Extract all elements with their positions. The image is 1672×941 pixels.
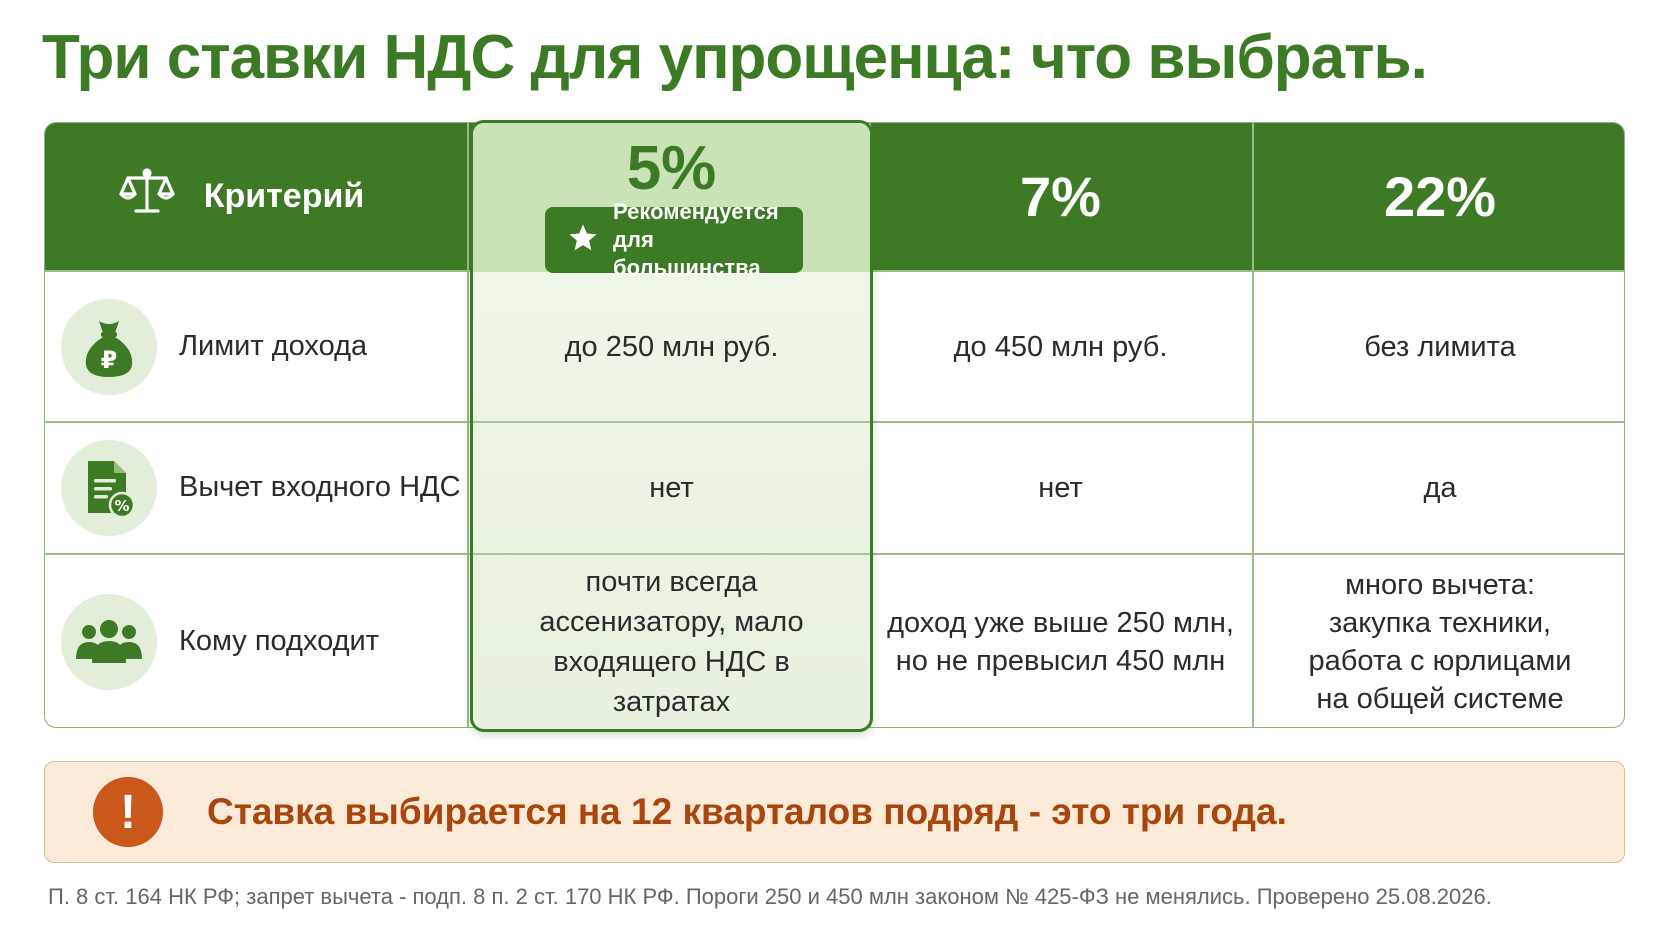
column-divider (1252, 123, 1254, 727)
header-rate-5: 5% (626, 134, 717, 203)
star-icon (567, 222, 599, 259)
value-cell: нет (1038, 471, 1083, 504)
value-cell: без лимита (1364, 330, 1516, 363)
criterion-cell: ₽ Лимит дохода (45, 272, 467, 421)
people-group-icon (61, 593, 157, 690)
row-divider (473, 553, 870, 555)
badge-line-2: для большинства (613, 227, 761, 280)
value-cell: нет (649, 471, 694, 504)
svg-text:₽: ₽ (101, 346, 118, 374)
table-row: Кому подходит доход уже выше 250 млн, но… (45, 554, 1624, 727)
value-cell: почти всегда ассенизатору, мало входящег… (539, 565, 804, 718)
header-rate-22: 22% (1383, 165, 1497, 228)
value-cell: да (1423, 471, 1457, 504)
criterion-cell: % Вычет входного НДС (45, 422, 467, 553)
page-title: Три ставки НДС для упрощенца: что выбрат… (42, 23, 1428, 92)
criterion-label: Кому подходит (179, 625, 380, 657)
recommended-column: 5% Рекомендуется для большинства до 250 … (470, 120, 873, 732)
badge-line-1: Рекомендуется (613, 199, 779, 224)
exclamation-icon: ! (93, 777, 163, 847)
footnote: П. 8 ст. 164 НК РФ; запрет вычета - подп… (48, 884, 1492, 909)
header-rate-7: 7% (1020, 165, 1101, 228)
value-cell: доход уже выше 250 млн, но не превысил 4… (887, 606, 1234, 677)
recommended-badge: Рекомендуется для большинства (545, 199, 803, 280)
scales-icon (118, 167, 176, 226)
criterion-label: Лимит дохода (179, 330, 368, 362)
svg-text:%: % (114, 497, 129, 515)
document-percent-icon: % (61, 439, 157, 536)
column-divider (467, 123, 469, 727)
warning-text: Ставка выбирается на 12 кварталов подряд… (207, 791, 1287, 832)
warning-banner: ! Ставка выбирается на 12 кварталов подр… (44, 761, 1625, 863)
criterion-cell: Кому подходит (45, 554, 467, 727)
table-row: % Вычет входного НДС нет да (45, 422, 1624, 553)
row-divider (473, 421, 870, 423)
money-bag-ruble-icon: ₽ (61, 298, 157, 395)
header-criterion-label: Критерий (203, 177, 365, 215)
header-criterion: Критерий (45, 123, 467, 270)
value-cell: до 250 млн руб. (564, 330, 779, 363)
table-row: ₽ Лимит дохода до 450 млн руб. без лимит… (45, 272, 1624, 421)
value-cell: до 450 млн руб. (953, 330, 1168, 363)
criterion-label: Вычет входного НДС (179, 471, 461, 503)
value-cell: много вычета: закупка техники, работа с … (1308, 568, 1572, 715)
